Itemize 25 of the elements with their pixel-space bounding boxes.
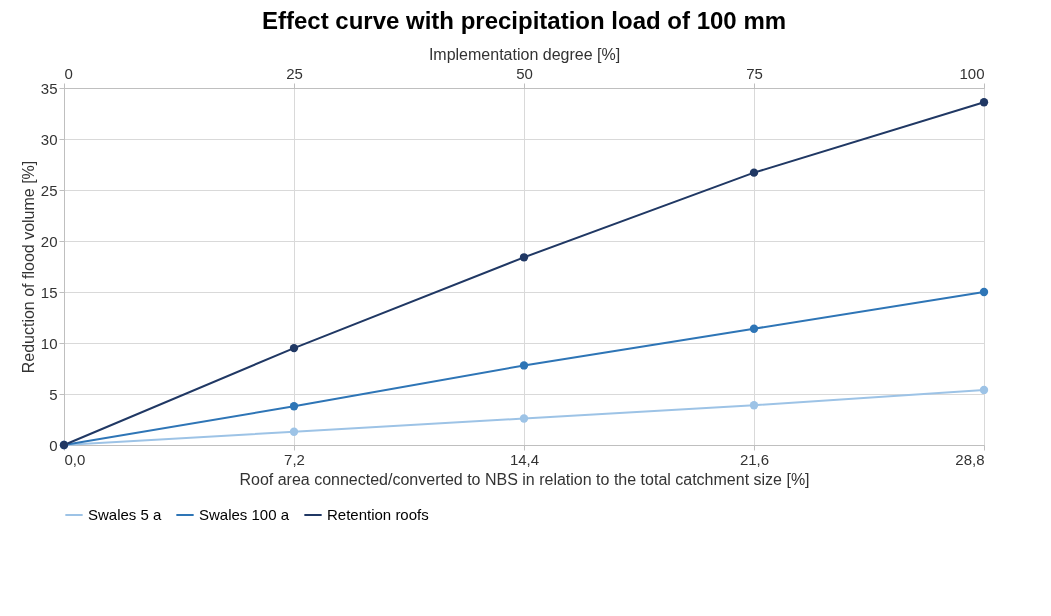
x2-tick-label: 100 bbox=[959, 64, 985, 82]
x-tick-label: 7,2 bbox=[284, 450, 305, 468]
y-tick-label: 30 bbox=[40, 130, 58, 148]
legend-label: Swales 5 a bbox=[88, 506, 163, 523]
x-tick-label: 21,6 bbox=[739, 450, 770, 468]
chart-title: Effect curve with precipitation load of 100 mm bbox=[261, 7, 787, 34]
x2-tick-label: 50 bbox=[516, 64, 533, 82]
y-tick-label: 20 bbox=[40, 232, 58, 250]
x2-tick-label: 25 bbox=[286, 64, 303, 82]
y-tick-label: 15 bbox=[40, 283, 58, 301]
legend-label: Swales 100 a bbox=[199, 506, 290, 523]
x-tick-label: 28,8 bbox=[955, 450, 985, 468]
x2-axis-title: Implementation degree [%] bbox=[428, 45, 621, 63]
y-tick-label: 0 bbox=[49, 436, 58, 454]
x-tick-label: 0,0 bbox=[64, 450, 86, 468]
legend-label: Retention roofs bbox=[327, 506, 429, 523]
y-tick-label: 25 bbox=[40, 181, 58, 199]
x-tick-label: 14,4 bbox=[509, 450, 540, 468]
y-tick-label: 35 bbox=[40, 79, 58, 97]
y-axis-title: Reduction of flood volume [%] bbox=[19, 160, 37, 374]
x2-tick-label: 0 bbox=[64, 64, 73, 82]
y-tick-label: 5 bbox=[49, 385, 58, 403]
y-tick-label: 10 bbox=[40, 334, 58, 352]
x-axis-title: Roof area connected/converted to NBS in relation to the total catchment size [%] bbox=[239, 470, 810, 488]
x2-tick-label: 75 bbox=[746, 64, 763, 82]
